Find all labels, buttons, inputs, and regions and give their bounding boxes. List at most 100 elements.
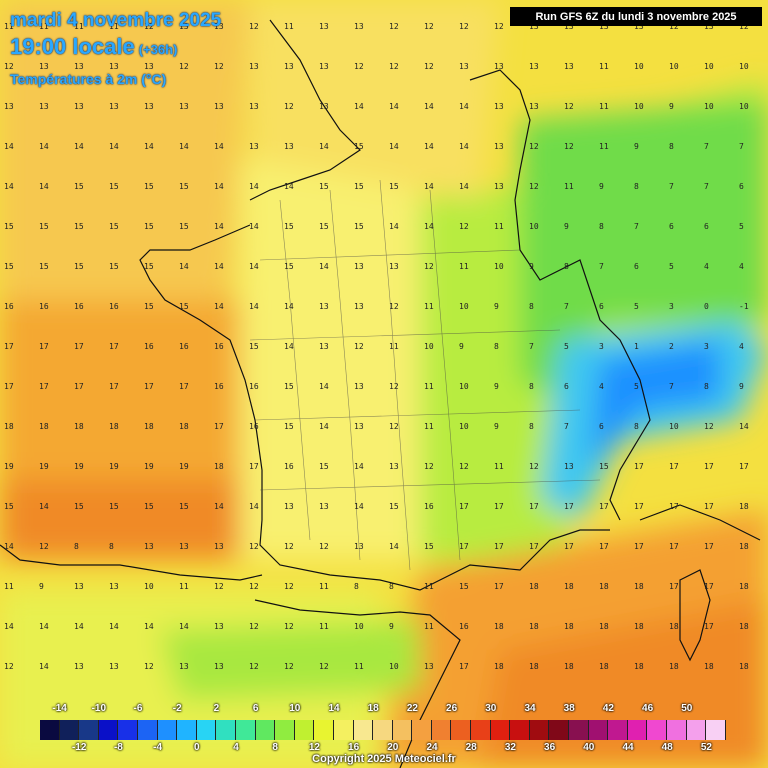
grid-value: 6 [634,262,639,271]
grid-value: 13 [214,622,224,631]
grid-value: 18 [634,582,644,591]
grid-value: 17 [74,342,84,351]
grid-value: 13 [284,62,294,71]
grid-value: 11 [459,262,469,271]
grid-value: 14 [39,182,49,191]
legend-swatch [549,720,570,740]
grid-value: 13 [39,62,49,71]
grid-value: 17 [669,502,679,511]
grid-value: 16 [424,502,434,511]
grid-value: 10 [459,382,469,391]
grid-value: 13 [564,462,574,471]
grid-value: 11 [39,22,49,31]
legend-tick-label: 6 [252,703,259,714]
grid-value: 0 [704,302,709,311]
grid-value: 15 [319,222,329,231]
grid-value: 17 [599,542,609,551]
grid-value: 19 [179,462,189,471]
grid-value: 12 [424,22,434,31]
grid-value: 5 [634,302,639,311]
legend-top-ticks: -14 -10 -6 -2 2 6 10 14 18 22 26 30 34 38 42 46 50 [40,703,726,717]
grid-value: 17 [669,582,679,591]
legend-swatch [98,720,119,740]
grid-value: 18 [599,662,609,671]
legend-tick-label: 32 [504,742,516,753]
grid-value: 13 [284,502,294,511]
grid-value: 14 [739,422,749,431]
grid-value: 15 [354,142,364,151]
grid-value: 11 [494,462,504,471]
grid-value: 14 [249,502,259,511]
grid-value: 10 [354,622,364,631]
grid-value: 13 [354,422,364,431]
grid-value: 18 [109,422,119,431]
grid-value: 15 [4,502,14,511]
grid-value: 15 [599,462,609,471]
grid-value: 10 [424,342,434,351]
legend-tick-label: -10 [91,703,107,714]
grid-value: 12 [354,62,364,71]
grid-value: 15 [144,262,154,271]
grid-value: 15 [284,262,294,271]
grid-value: 8 [529,382,534,391]
grid-value: 16 [249,382,259,391]
grid-value: 14 [179,142,189,151]
grid-value: 1 [634,342,639,351]
grid-value: 17 [494,542,504,551]
forecast-time: 19:00 locale (+36h) [10,34,177,60]
legend-swatch [196,720,217,740]
grid-value: 15 [109,182,119,191]
grid-value: 14 [214,262,224,271]
grid-value: 12 [459,222,469,231]
grid-value: 9 [669,102,674,111]
grid-value: 17 [564,502,574,511]
grid-value: 15 [144,502,154,511]
legend-swatch [392,720,413,740]
grid-value: 6 [599,302,604,311]
grid-value: 14 [284,182,294,191]
grid-value: 15 [109,502,119,511]
grid-value: 13 [144,62,154,71]
coastline [0,19,761,768]
grid-value: 18 [739,582,749,591]
grid-value: 2 [669,342,674,351]
grid-value: 4 [704,262,709,271]
grid-value: 15 [284,382,294,391]
legend-swatch [647,720,667,740]
grid-value: 13 [704,22,714,31]
grid-value: 13 [354,262,364,271]
grid-value: 3 [599,342,604,351]
grid-value: 15 [4,222,14,231]
grid-value: 12 [389,62,399,71]
grid-value: 14 [4,142,14,151]
grid-value: 17 [634,542,644,551]
grid-value: 14 [214,222,224,231]
grid-value: 11 [319,582,329,591]
grid-value: 17 [599,502,609,511]
grid-value: 16 [214,342,224,351]
grid-value: 12 [319,662,329,671]
legend-swatch [529,720,550,740]
grid-value: 13 [109,662,119,671]
legend-swatch [314,720,334,740]
grid-value: 7 [634,222,639,231]
grid-value: 19 [74,462,84,471]
grid-value: 8 [529,422,534,431]
grid-value: 10 [529,222,539,231]
grid-value: 19 [109,462,119,471]
grid-value: 8 [704,382,709,391]
grid-value: 16 [284,462,294,471]
grid-value: 11 [4,582,14,591]
grid-value: 13 [179,102,189,111]
grid-value: 18 [739,662,749,671]
grid-value: 18 [564,662,574,671]
grid-value: 15 [179,502,189,511]
admin-borders [249,179,601,571]
legend-swatch [431,720,452,740]
grid-value: 7 [669,182,674,191]
legend-tick-label: 20 [387,742,399,753]
grid-value: 16 [144,342,154,351]
grid-value: 17 [4,382,14,391]
grid-value: 18 [144,422,154,431]
